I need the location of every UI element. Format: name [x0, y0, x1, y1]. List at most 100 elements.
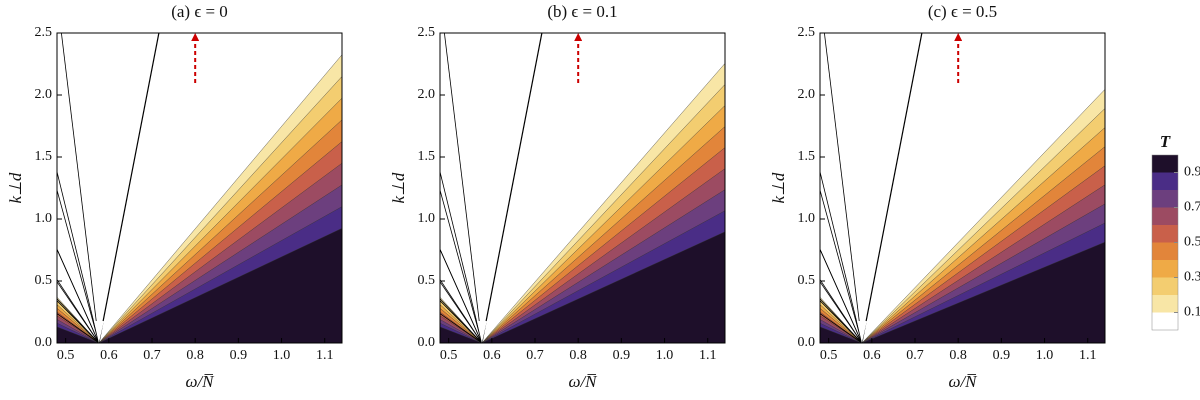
contour-band: [57, 326, 99, 343]
panel-title: (c) ϵ = 0.5: [928, 2, 997, 21]
colorbar-tick-label: 0.1: [1184, 305, 1200, 320]
x-tick-label: 0.6: [863, 348, 881, 363]
plot-frame: [56, 32, 343, 344]
x-tick-label: 0.8: [949, 348, 967, 363]
colorbar-tick-label: 0.3: [1184, 270, 1200, 285]
panel-title: (b) ϵ = 0.1: [547, 2, 617, 21]
x-tick-label: 1.1: [699, 348, 717, 363]
plot-frame: [439, 32, 726, 344]
fan-line: [57, 313, 100, 343]
y-tick-label: 1.0: [798, 211, 816, 226]
x-tick-label: 0.7: [906, 348, 924, 363]
x-tick-label: 0.5: [57, 348, 75, 363]
y-tick-label: 1.0: [418, 211, 436, 226]
colorbar-band: [1152, 155, 1178, 173]
x-tick-label: 1.0: [656, 348, 674, 363]
x-tick-label: 1.1: [316, 348, 334, 363]
y-tick-label: 0.5: [418, 273, 436, 288]
fan-line: [440, 281, 483, 343]
y-tick-label: 2.5: [418, 25, 436, 40]
y-tick-label: 1.5: [418, 149, 436, 164]
colorbar-band: [1152, 260, 1178, 278]
fan-line: [98, 33, 160, 343]
x-tick-label: 0.7: [143, 348, 161, 363]
y-axis-label: k⊥d: [6, 172, 25, 203]
x-tick-label: 0.9: [613, 348, 631, 363]
y-tick-label: 0.0: [798, 335, 816, 350]
fan-line: [440, 170, 483, 343]
plot-frame: [819, 32, 1106, 344]
x-tick-label: 1.1: [1079, 348, 1097, 363]
colorbar-band: [1152, 242, 1178, 260]
contour-band: [98, 228, 342, 343]
y-tick-label: 1.5: [798, 149, 816, 164]
fan-line: [57, 248, 100, 343]
vertex-arrow: [93, 321, 104, 343]
fan-line: [440, 248, 483, 343]
fan-line: [440, 278, 483, 343]
contour-band: [820, 326, 862, 343]
y-tick-label: 2.0: [35, 87, 53, 102]
y-tick-label: 0.5: [35, 273, 53, 288]
x-axis-label: ω/N̅: [948, 372, 978, 391]
y-axis-label: k⊥d: [769, 172, 788, 203]
fan-line: [440, 298, 483, 343]
fan-line: [820, 188, 863, 343]
fan-line: [61, 33, 100, 343]
colorbar-tick-label: 0.9: [1184, 165, 1200, 180]
fan-line: [820, 298, 863, 343]
x-tick-label: 0.7: [526, 348, 544, 363]
x-tick-label: 1.0: [1036, 348, 1054, 363]
fan-line: [824, 33, 863, 343]
fan-line: [820, 278, 863, 343]
x-tick-label: 1.0: [273, 348, 291, 363]
colorbar-tick-label: 0.7: [1184, 200, 1200, 215]
y-tick-label: 0.0: [35, 335, 53, 350]
y-tick-label: 2.0: [798, 87, 816, 102]
y-tick-label: 2.5: [798, 25, 816, 40]
colorbar-band: [1152, 295, 1178, 313]
fan-line: [440, 188, 483, 343]
fan-line: [57, 281, 100, 343]
fan-line: [861, 33, 923, 343]
x-tick-label: 0.5: [820, 348, 838, 363]
y-tick-label: 2.0: [418, 87, 436, 102]
fan-line: [820, 281, 863, 343]
colorbar-band: [1152, 312, 1178, 330]
y-tick-label: 1.0: [35, 211, 53, 226]
fan-line: [481, 33, 543, 343]
x-axis-label: ω/N̅: [185, 372, 215, 391]
fan-line: [444, 33, 483, 343]
fan-line: [57, 170, 100, 343]
contour-area: [440, 33, 725, 343]
x-tick-label: 0.5: [440, 348, 458, 363]
contour-area: [57, 33, 342, 343]
vertex-arrow: [856, 321, 867, 343]
fan-line: [57, 248, 100, 343]
x-axis-label: ω/N̅: [568, 372, 598, 391]
colorbar-band: [1152, 277, 1178, 295]
y-tick-label: 0.0: [418, 335, 436, 350]
x-tick-label: 0.9: [230, 348, 248, 363]
colorbar-band: [1152, 225, 1178, 243]
x-tick-label: 0.6: [483, 348, 501, 363]
colorbar-label: T: [1160, 132, 1171, 151]
colorbar-band: [1152, 190, 1178, 208]
fan-line: [820, 170, 863, 343]
x-tick-label: 0.9: [993, 348, 1011, 363]
colorbar-tick-label: 0.5: [1184, 235, 1200, 250]
fan-line: [57, 298, 100, 343]
colorbar-band: [1152, 207, 1178, 225]
panel-title: (a) ϵ = 0: [171, 2, 228, 21]
x-tick-label: 0.8: [186, 348, 204, 363]
contour-band: [440, 326, 482, 343]
colorbar-band: [1152, 172, 1178, 190]
fan-line: [440, 248, 483, 343]
x-tick-label: 0.8: [569, 348, 587, 363]
y-tick-label: 1.5: [35, 149, 53, 164]
contour-area: [820, 33, 1105, 343]
vertex-arrow: [476, 321, 487, 343]
contour-band: [861, 241, 1105, 343]
y-tick-label: 2.5: [35, 25, 53, 40]
